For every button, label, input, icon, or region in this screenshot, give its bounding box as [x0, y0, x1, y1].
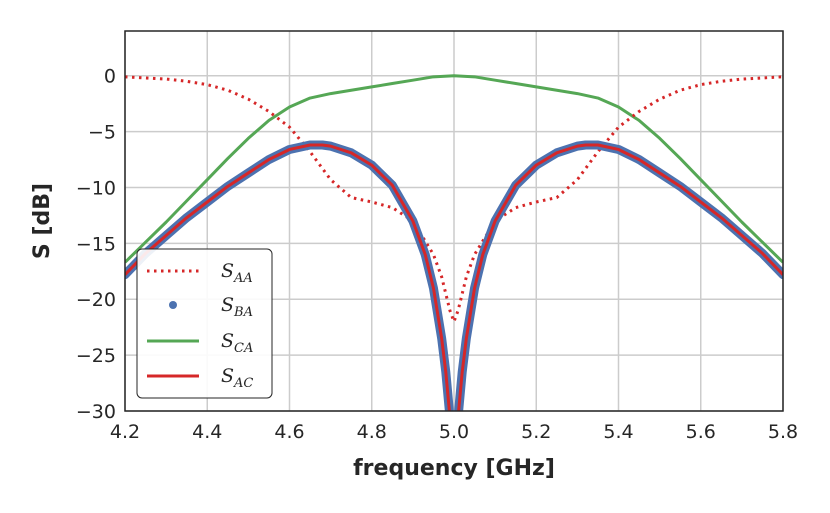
y-tick-label: −20	[76, 289, 116, 311]
legend: SAA SBA SCA SAC	[136, 248, 273, 399]
x-tick-label: 4.4	[192, 421, 222, 443]
legend-label: SAA	[221, 260, 253, 286]
legend-label: SAC	[221, 365, 253, 391]
x-axis-label: frequency [GHz]	[353, 456, 555, 481]
legend-label: SBA	[221, 294, 253, 320]
y-tick-label: −30	[76, 401, 116, 423]
y-tick-label: 0	[104, 66, 116, 88]
x-tick-label: 5.4	[603, 421, 633, 443]
y-tick-label: −25	[76, 345, 116, 367]
x-tick-label: 5.6	[686, 421, 716, 443]
x-tick-labels: 4.2 4.4 4.6 4.8 5.0 5.2 5.4 5.6 5.8	[110, 421, 798, 443]
y-axis-label: S [dB]	[30, 183, 55, 259]
plot-frame	[124, 30, 784, 412]
series-point-s-ba	[446, 413, 453, 420]
series-line-s-ca	[125, 74, 783, 264]
series-point-s-ba	[455, 413, 462, 420]
x-tick-label: 5.2	[521, 421, 551, 443]
y-tick-label: −10	[76, 177, 116, 199]
y-tick-label: −5	[88, 122, 116, 144]
legend-swatch-marker	[169, 301, 177, 309]
x-tick-label: 4.6	[274, 421, 304, 443]
x-tick-label: 4.8	[357, 421, 387, 443]
x-tick-label: 5.0	[439, 421, 469, 443]
legend-box	[136, 248, 273, 399]
y-tick-label: −15	[76, 233, 116, 255]
x-tick-label: 4.2	[110, 421, 140, 443]
legend-label: SCA	[221, 330, 253, 356]
series-line-s-aa	[125, 75, 783, 326]
x-tick-label: 5.8	[768, 421, 798, 443]
series-line-s-ac	[125, 143, 783, 411]
y-tick-labels: 0 −5 −10 −15 −20 −25 −30	[76, 66, 116, 423]
